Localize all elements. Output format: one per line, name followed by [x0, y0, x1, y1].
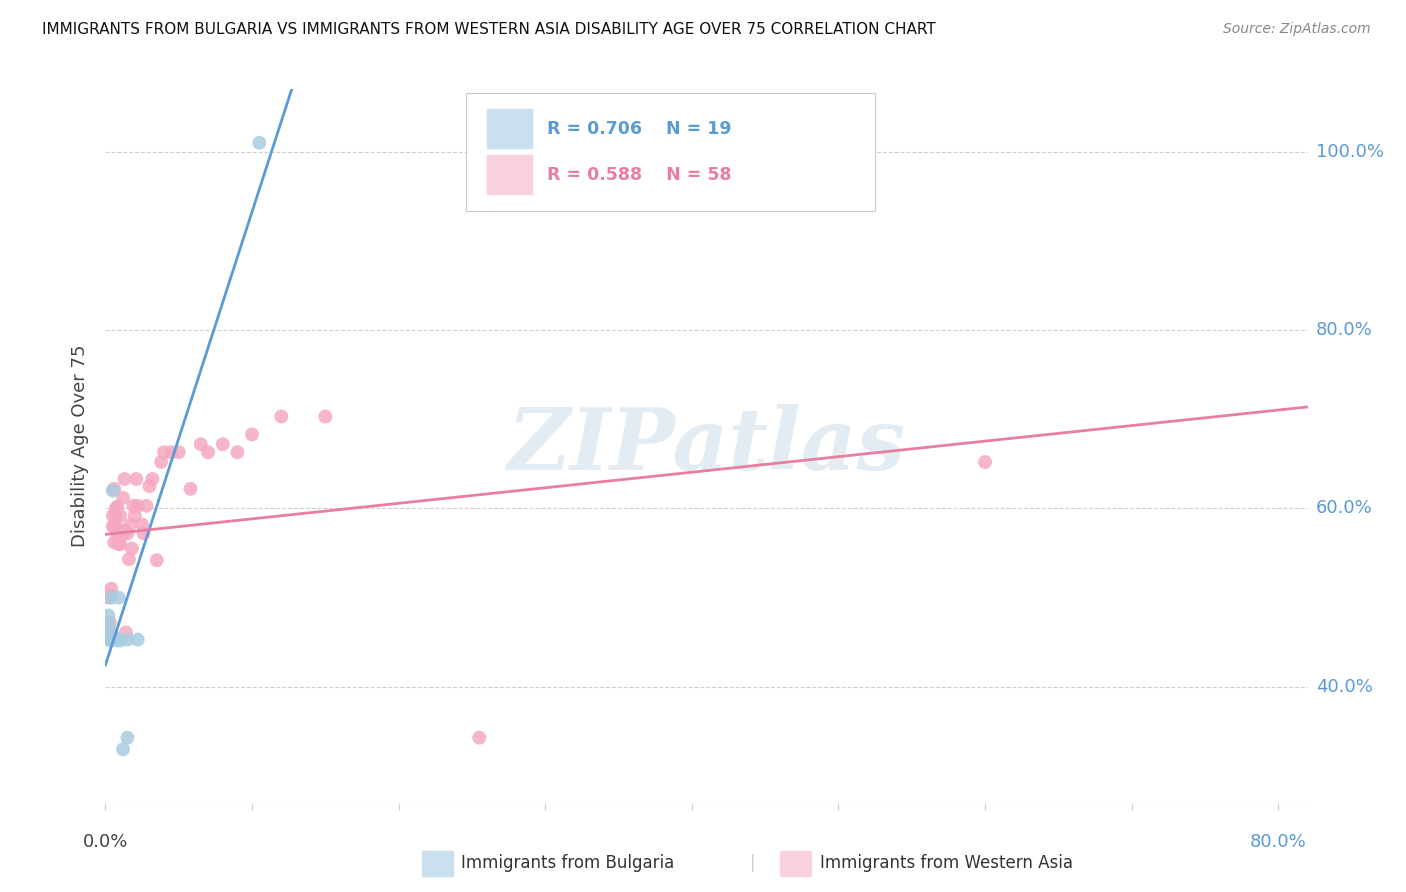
Point — [103, 482, 125, 496]
Point — [104, 508, 127, 523]
Point — [974, 455, 997, 469]
Point — [110, 527, 132, 541]
Point — [114, 524, 136, 538]
Point — [105, 500, 128, 514]
Point — [98, 615, 121, 630]
Point — [98, 589, 121, 603]
Text: 100.0%: 100.0% — [1316, 143, 1384, 161]
Text: Source: ZipAtlas.com: Source: ZipAtlas.com — [1223, 22, 1371, 37]
Point — [100, 582, 122, 596]
Point — [98, 624, 121, 638]
Text: 60.0%: 60.0% — [1316, 500, 1372, 517]
Point — [117, 632, 139, 647]
Point — [127, 499, 149, 513]
Bar — [486, 109, 533, 148]
Point — [120, 517, 142, 532]
Point — [101, 630, 124, 644]
Point — [97, 625, 120, 640]
FancyBboxPatch shape — [465, 93, 875, 211]
Point — [103, 519, 125, 533]
Point — [118, 552, 141, 566]
Point — [145, 553, 167, 567]
Point — [247, 136, 270, 150]
Point — [107, 591, 129, 605]
Point — [100, 591, 122, 605]
Point — [103, 535, 125, 549]
Point — [104, 631, 127, 645]
Point — [240, 427, 263, 442]
Point — [131, 517, 153, 532]
Point — [132, 526, 155, 541]
Text: 80.0%: 80.0% — [1250, 833, 1306, 851]
Point — [97, 631, 120, 645]
Point — [314, 409, 336, 424]
Point — [117, 731, 139, 745]
Point — [97, 591, 120, 605]
Point — [96, 631, 118, 645]
Point — [115, 625, 138, 640]
Point — [105, 526, 128, 541]
Point — [179, 482, 201, 496]
Point — [103, 631, 125, 645]
Point — [211, 437, 233, 451]
Text: |: | — [749, 855, 755, 872]
Point — [150, 455, 173, 469]
Point — [117, 526, 139, 541]
Point — [468, 731, 491, 745]
Text: 40.0%: 40.0% — [1316, 678, 1372, 696]
Point — [153, 445, 176, 459]
Point — [114, 472, 136, 486]
Text: 80.0%: 80.0% — [1316, 321, 1372, 339]
Point — [107, 537, 129, 551]
Point — [112, 491, 135, 505]
Point — [101, 519, 124, 533]
Point — [141, 472, 163, 486]
Point — [100, 626, 122, 640]
Point — [100, 589, 122, 603]
Text: ZIPatlas: ZIPatlas — [508, 404, 905, 488]
Point — [127, 632, 149, 647]
Point — [98, 633, 121, 648]
Point — [190, 437, 212, 451]
Point — [108, 526, 131, 541]
Point — [96, 631, 118, 645]
Point — [101, 508, 124, 523]
Point — [112, 742, 135, 756]
Point — [96, 625, 118, 640]
Point — [101, 483, 124, 498]
Point — [167, 445, 190, 459]
Bar — [486, 155, 533, 194]
Point — [104, 501, 127, 516]
Point — [97, 615, 120, 630]
Point — [104, 517, 127, 532]
Point — [160, 445, 183, 459]
Text: Immigrants from Bulgaria: Immigrants from Bulgaria — [461, 855, 675, 872]
Point — [135, 499, 157, 513]
Text: R = 0.706    N = 19: R = 0.706 N = 19 — [547, 120, 731, 138]
Point — [138, 479, 160, 493]
Point — [124, 508, 146, 523]
Point — [122, 499, 145, 513]
Point — [108, 633, 131, 648]
Point — [226, 445, 249, 459]
Point — [270, 409, 292, 424]
Point — [108, 537, 131, 551]
Point — [105, 633, 128, 648]
Point — [98, 631, 121, 645]
Text: Immigrants from Western Asia: Immigrants from Western Asia — [820, 855, 1073, 872]
Point — [108, 508, 131, 523]
Point — [125, 472, 148, 486]
Point — [96, 626, 118, 640]
Point — [197, 445, 219, 459]
Text: R = 0.588    N = 58: R = 0.588 N = 58 — [547, 166, 731, 184]
Text: IMMIGRANTS FROM BULGARIA VS IMMIGRANTS FROM WESTERN ASIA DISABILITY AGE OVER 75 : IMMIGRANTS FROM BULGARIA VS IMMIGRANTS F… — [42, 22, 936, 37]
Point — [121, 541, 143, 556]
Point — [97, 608, 120, 623]
Y-axis label: Disability Age Over 75: Disability Age Over 75 — [72, 344, 90, 548]
Text: 0.0%: 0.0% — [83, 833, 128, 851]
